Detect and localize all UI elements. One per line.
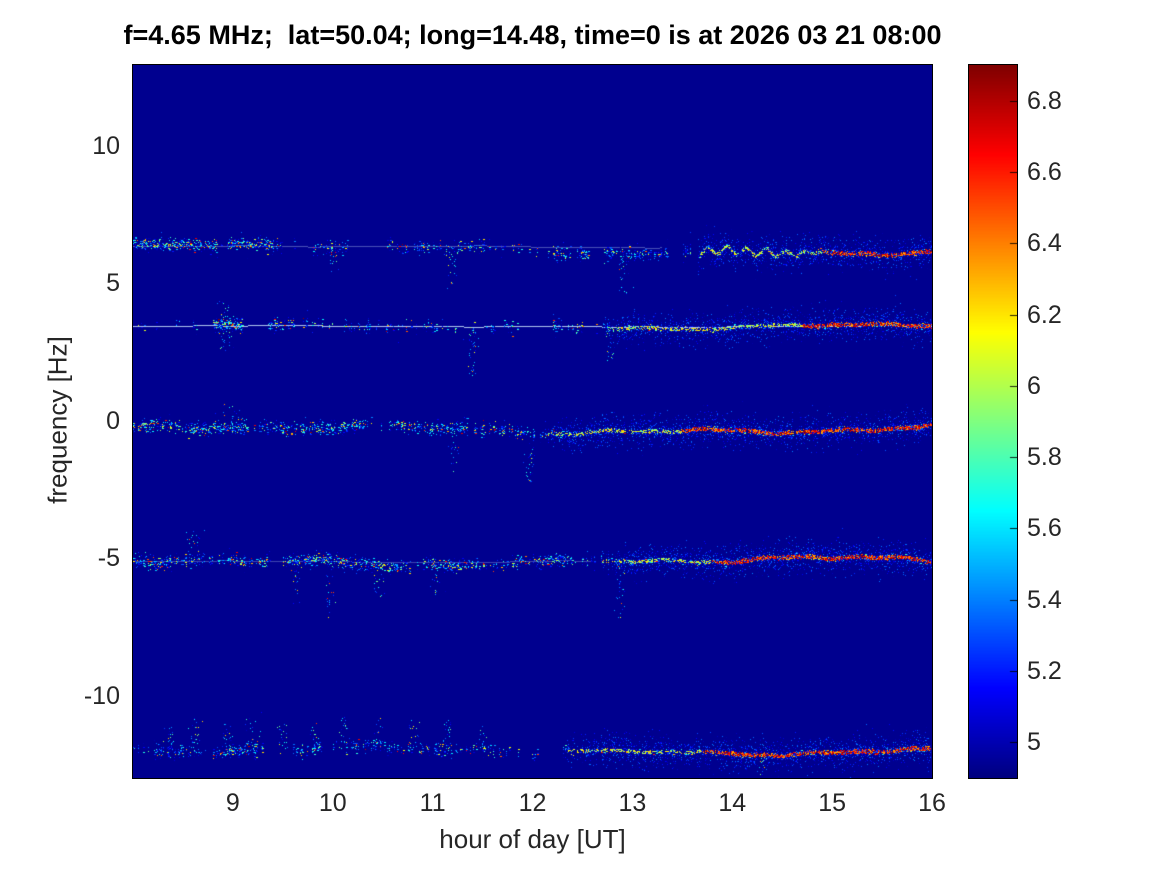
x-axis-label: hour of day [UT] [439,824,626,854]
colorbar-tick-label: 6.4 [1027,229,1062,258]
colorbar-tick-label: 5 [1027,728,1041,757]
y-tick-label: 5 [106,269,120,298]
x-tick-label: 10 [318,789,347,817]
x-tick-label: 11 [419,789,446,817]
plot-title: f=4.65 MHz; lat=50.04; long=14.48, time=… [123,20,942,50]
x-tick-label: 15 [818,789,847,817]
colorbar-gradient [969,65,1017,778]
y-tick-label: -5 [97,544,120,573]
y-tick-label: 10 [92,132,120,161]
spectrogram-canvas [133,65,932,778]
y-tick-label: -10 [83,681,120,710]
colorbar-tick-label: 6.2 [1027,300,1062,329]
colorbar-tick-label: 5.4 [1027,585,1062,614]
x-tick-label: 9 [225,789,240,817]
x-tick-label: 12 [518,789,547,817]
y-tick-label: 0 [106,406,120,435]
colorbar-tick-label: 5.8 [1027,443,1062,472]
x-tick-label: 14 [718,789,747,817]
colorbar-tick-label: 5.6 [1027,514,1062,543]
colorbar-tick-label: 5.2 [1027,657,1062,686]
x-tick-label: 13 [618,789,647,817]
colorbar-tick-label: 6.6 [1027,157,1062,186]
colorbar [968,64,1018,779]
x-tick-label: 16 [918,789,946,817]
colorbar-tick-label: 6.8 [1027,86,1062,115]
colorbar-tick-label: 6 [1027,371,1041,400]
plot-area [132,64,933,779]
